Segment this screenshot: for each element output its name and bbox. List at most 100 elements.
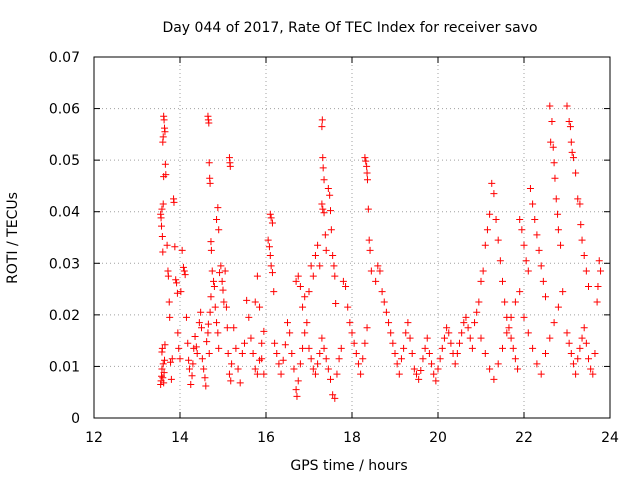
data-point: [354, 360, 362, 368]
data-point: [413, 370, 420, 378]
data-point: [458, 329, 466, 337]
data-point: [292, 277, 300, 285]
data-point: [539, 277, 547, 285]
data-point: [557, 241, 565, 249]
data-points: [157, 102, 605, 402]
data-point: [440, 334, 448, 342]
data-point: [266, 252, 274, 260]
data-point: [316, 262, 324, 270]
data-point: [567, 138, 575, 146]
x-tick-label: 16: [257, 430, 275, 446]
data-point: [166, 313, 174, 321]
data-point: [314, 360, 322, 368]
data-point: [219, 286, 227, 294]
data-point: [529, 344, 537, 352]
data-point: [322, 355, 330, 363]
data-point: [292, 386, 300, 394]
data-point: [275, 360, 283, 368]
data-point: [352, 350, 360, 358]
y-tick-label: 0.05: [49, 153, 80, 169]
x-tick-label: 20: [429, 430, 447, 446]
data-point: [205, 119, 213, 127]
data-point: [533, 360, 541, 368]
data-point: [307, 262, 315, 270]
axis-ticks: [93, 56, 611, 419]
data-point: [580, 324, 588, 332]
data-point: [486, 210, 494, 218]
data-point: [180, 267, 188, 275]
data-point: [518, 226, 526, 234]
data-point: [158, 365, 166, 373]
data-point: [514, 365, 522, 373]
data-point: [160, 369, 168, 377]
data-point: [572, 169, 580, 177]
data-point: [225, 370, 233, 378]
data-point: [365, 236, 373, 244]
data-point: [566, 123, 574, 131]
data-point: [329, 391, 337, 399]
data-point: [488, 179, 496, 187]
data-point: [362, 157, 370, 165]
data-point: [329, 252, 337, 260]
data-point: [499, 277, 506, 285]
data-point: [524, 267, 532, 275]
data-point: [165, 298, 173, 306]
data-point: [279, 356, 287, 364]
data-point: [499, 344, 506, 352]
data-point: [224, 350, 232, 358]
data-point: [226, 162, 234, 170]
data-point: [309, 272, 317, 280]
y-tick-label: 0.02: [49, 308, 80, 324]
data-point: [565, 117, 573, 125]
data-point: [402, 329, 410, 337]
data-point: [468, 344, 476, 352]
data-point: [271, 339, 279, 347]
data-point: [161, 128, 169, 136]
data-point: [494, 360, 502, 368]
data-point: [324, 365, 332, 373]
data-point: [286, 329, 294, 337]
data-point: [516, 215, 524, 223]
data-point: [177, 288, 185, 296]
data-point: [305, 344, 313, 352]
x-tick-label: 14: [171, 430, 189, 446]
data-point: [574, 195, 582, 203]
data-point: [507, 334, 515, 342]
data-point: [337, 344, 345, 352]
data-point: [438, 344, 446, 352]
data-point: [200, 365, 208, 373]
data-point: [572, 370, 580, 378]
data-point: [187, 380, 195, 388]
data-point: [520, 313, 528, 321]
data-point: [387, 329, 395, 337]
data-point: [361, 339, 369, 347]
data-point: [537, 262, 545, 270]
x-tick-label: 22: [515, 430, 533, 446]
y-tick-label: 0.01: [49, 359, 80, 375]
data-point: [303, 319, 311, 327]
data-point: [232, 344, 240, 352]
data-point: [320, 209, 328, 217]
chart-title: Day 044 of 2017, Rate Of TEC Index for r…: [162, 20, 537, 36]
data-point: [533, 231, 541, 239]
data-point: [158, 205, 166, 213]
data-point: [185, 365, 193, 373]
data-point: [204, 329, 212, 337]
data-point: [585, 282, 592, 290]
data-point: [161, 356, 169, 364]
data-point: [483, 226, 491, 234]
data-point: [159, 248, 167, 256]
data-point: [494, 236, 502, 244]
data-point: [268, 219, 276, 227]
data-point: [167, 375, 175, 383]
data-point: [547, 138, 555, 146]
data-point: [167, 358, 175, 366]
data-point: [321, 231, 329, 239]
data-point: [501, 298, 509, 306]
data-point: [265, 243, 273, 251]
data-point: [266, 210, 274, 218]
data-point: [569, 360, 577, 368]
data-point: [293, 392, 301, 400]
data-point: [509, 344, 517, 352]
